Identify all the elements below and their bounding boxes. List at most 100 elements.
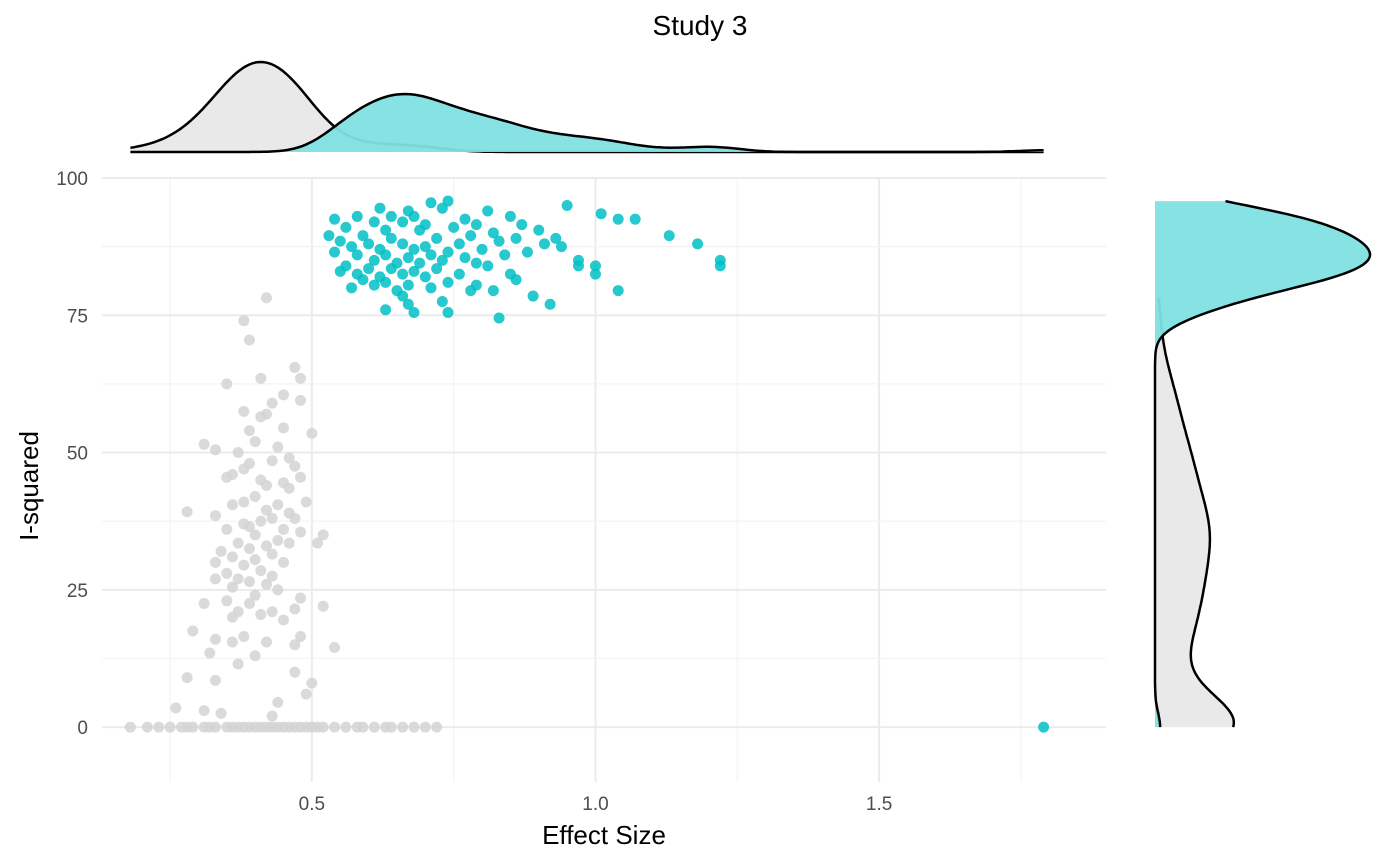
scatter-point [238, 315, 250, 327]
scatter-point [357, 230, 369, 242]
right-density-area [1155, 201, 1370, 728]
scatter-point [215, 707, 227, 719]
scatter-point [448, 221, 460, 233]
grid [102, 177, 1106, 782]
scatter-point [351, 249, 363, 261]
scatter-point [380, 249, 392, 261]
scatter-point [357, 721, 369, 733]
scatter-point [295, 592, 307, 604]
scatter-point [243, 334, 255, 346]
scatter-point [221, 523, 233, 535]
scatter-point [453, 268, 465, 280]
scatter-point [459, 252, 471, 264]
scatter-point [170, 702, 182, 714]
scatter-point [363, 238, 375, 250]
scatter-point [521, 246, 533, 258]
scatter-point [289, 603, 301, 615]
scatter-point [397, 216, 409, 228]
scatter-point [408, 721, 420, 733]
scatter-point [260, 504, 272, 516]
scatter-point [283, 537, 295, 549]
y-tick-label: 100 [56, 169, 88, 190]
scatter-point [340, 721, 352, 733]
scatter-point [209, 721, 221, 733]
scatter-point [334, 265, 346, 277]
scatter-point [329, 246, 341, 258]
scatter-point [346, 282, 358, 294]
scatter-point [442, 246, 454, 258]
scatter-point [249, 436, 261, 448]
scatter-point [589, 260, 601, 272]
scatter-point [187, 625, 199, 637]
scatter-point [431, 232, 443, 244]
scatter-point [238, 630, 250, 642]
scatter-point [493, 235, 505, 247]
scatter-point [295, 394, 307, 406]
scatter-point [397, 238, 409, 250]
scatter-point [329, 721, 341, 733]
scatter-point [538, 238, 550, 250]
y-tick-label: 75 [67, 306, 88, 327]
x-tick-label: 0.5 [299, 794, 325, 815]
scatter-point [346, 241, 358, 253]
scatter-point [289, 512, 301, 524]
scatter-point [323, 230, 335, 242]
scatter-point [425, 282, 437, 294]
scatter-point [714, 260, 726, 272]
scatter-point [510, 232, 522, 244]
scatter-point [612, 285, 624, 297]
scatter-point [243, 576, 255, 588]
scatter-point [317, 529, 329, 541]
scatter-point [431, 263, 443, 275]
scatter-point [249, 490, 261, 502]
chart-title: Study 3 [653, 10, 748, 41]
scatter-point [272, 696, 284, 708]
scatter-point [255, 609, 267, 621]
scatter-point [295, 471, 307, 483]
top-density-area [130, 62, 1044, 152]
scatter-point [408, 265, 420, 277]
scatter-point [249, 589, 261, 601]
scatter-point [487, 285, 499, 297]
scatter-point [453, 238, 465, 250]
scatter-point [278, 556, 290, 568]
scatter-point [408, 210, 420, 222]
scatter-point [215, 545, 227, 557]
scatter-point [499, 249, 511, 261]
scatter-point [385, 210, 397, 222]
scatter-point [397, 268, 409, 280]
scatter-point [238, 405, 250, 417]
scatter-point [527, 290, 539, 302]
scatter-point [340, 221, 352, 233]
scatter-point [329, 641, 341, 653]
top-density-area [130, 94, 1044, 152]
scatter-point [249, 554, 261, 566]
scatter-point [470, 219, 482, 231]
scatter-point [289, 460, 301, 472]
scatter-point [226, 581, 238, 593]
scatter-point [226, 499, 238, 511]
scatter-point [425, 249, 437, 261]
scatter-point [266, 455, 278, 467]
scatter-point [306, 677, 318, 689]
scatter-point [226, 611, 238, 623]
scatter-point [153, 721, 165, 733]
top-density-line [130, 92, 1044, 154]
scatter-point [442, 276, 454, 288]
scatter-point [209, 674, 221, 686]
scatter-point [232, 537, 244, 549]
y-tick-label: 50 [67, 444, 88, 465]
x-tick-label: 1.5 [866, 794, 892, 815]
scatter-point [255, 515, 267, 527]
scatter-point [329, 213, 341, 225]
scatter-point [289, 361, 301, 373]
scatter-point [397, 290, 409, 302]
scatter-point [232, 447, 244, 459]
scatter-point [255, 411, 267, 423]
scatter-point [260, 292, 272, 304]
scatter-point [408, 307, 420, 319]
scatter-point [368, 216, 380, 228]
right-density-area [1155, 297, 1234, 728]
scatter-point [295, 526, 307, 538]
